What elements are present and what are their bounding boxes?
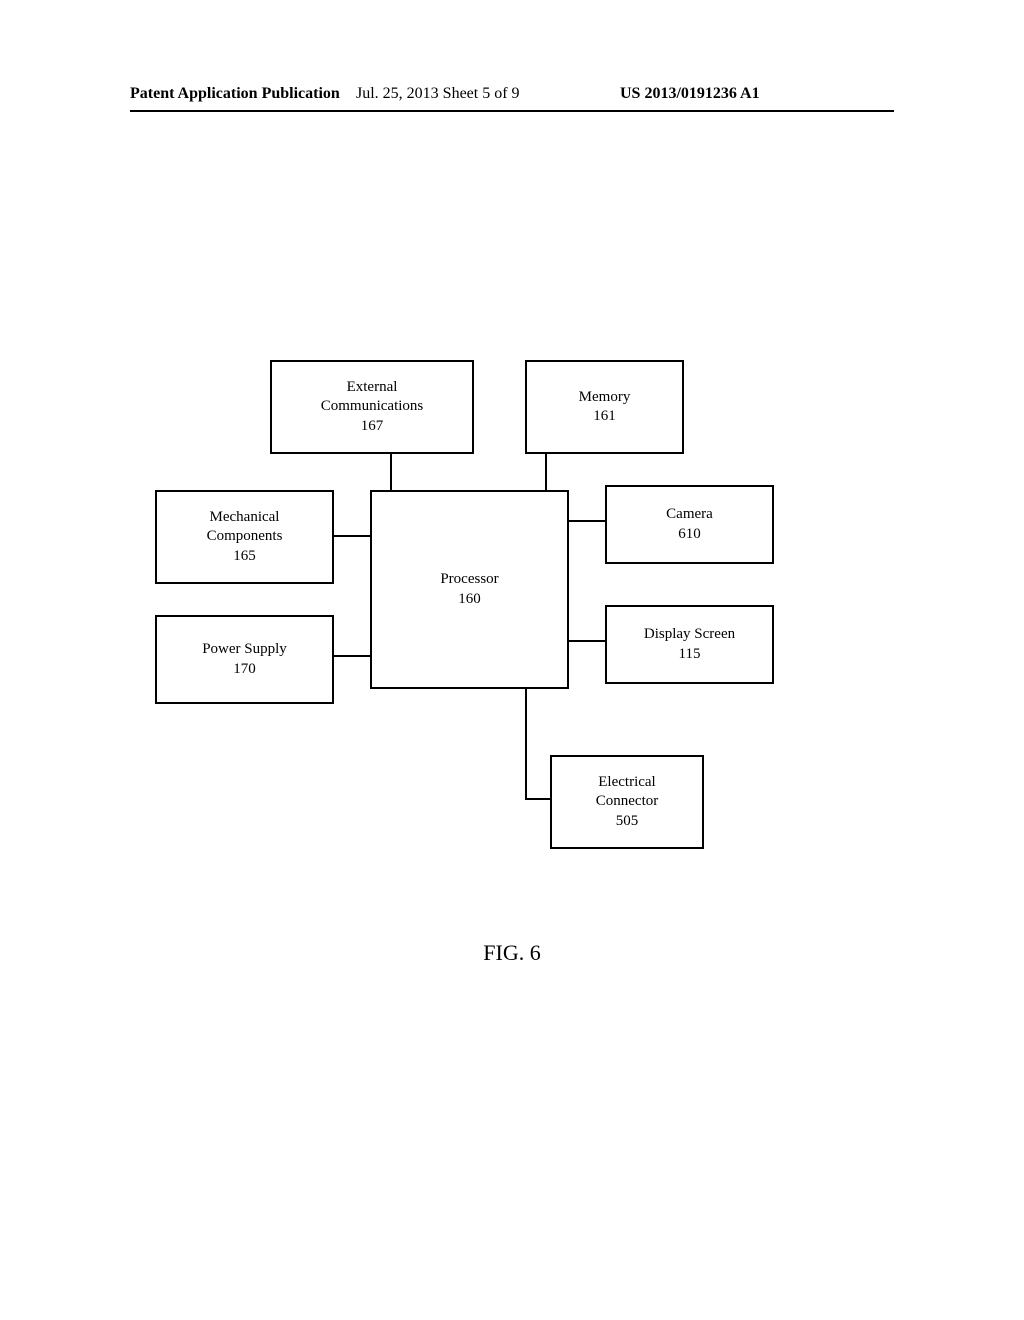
- connector-line: [565, 640, 605, 642]
- block-label: 505: [616, 812, 639, 832]
- block-label: Processor: [440, 570, 498, 590]
- connector-line: [525, 798, 550, 800]
- header-patent-number: US 2013/0191236 A1: [620, 85, 760, 103]
- connector-line: [330, 655, 370, 657]
- connector-line: [390, 450, 392, 490]
- block-label: Components: [207, 527, 283, 547]
- block-label: Mechanical: [210, 508, 280, 528]
- block-memory: Memory161: [525, 360, 684, 454]
- block-label: 167: [361, 417, 384, 437]
- connector-line: [525, 685, 527, 800]
- block-diagram: ExternalCommunications167 Memory161 Mechan…: [155, 360, 875, 900]
- block-label: Memory: [579, 388, 631, 408]
- block-ext_comm: ExternalCommunications167: [270, 360, 474, 454]
- block-label: 610: [678, 525, 701, 545]
- block-label: 115: [679, 645, 701, 665]
- block-label: External: [347, 378, 398, 398]
- block-camera: Camera610: [605, 485, 774, 564]
- block-label: Communications: [321, 397, 424, 417]
- connector-line: [545, 450, 547, 490]
- block-mech: MechanicalComponents165: [155, 490, 334, 584]
- header-publication: Patent Application Publication: [130, 85, 340, 103]
- connector-line: [565, 520, 605, 522]
- block-display: Display Screen115: [605, 605, 774, 684]
- block-label: Camera: [666, 505, 713, 525]
- block-label: Electrical: [598, 773, 655, 793]
- block-label: 161: [593, 407, 616, 427]
- connector-line: [330, 535, 370, 537]
- figure-label: FIG. 6: [0, 940, 1024, 966]
- block-label: Connector: [596, 792, 658, 812]
- block-power: Power Supply170: [155, 615, 334, 704]
- block-label: Power Supply: [202, 640, 287, 660]
- block-label: Display Screen: [644, 625, 735, 645]
- block-elec_conn: ElectricalConnector505: [550, 755, 704, 849]
- block-processor: Processor160: [370, 490, 569, 689]
- block-label: 160: [458, 590, 481, 610]
- block-label: 165: [233, 547, 256, 567]
- block-label: 170: [233, 660, 256, 680]
- header-divider: [130, 110, 894, 112]
- header-date-sheet: Jul. 25, 2013 Sheet 5 of 9: [356, 85, 520, 103]
